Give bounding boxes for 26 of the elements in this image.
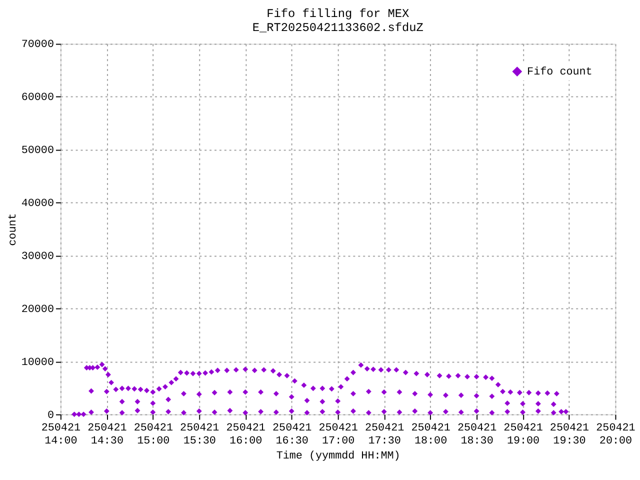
x-tick-label: 250421 17:00 xyxy=(318,422,358,448)
x-tick-label: 250421 14:00 xyxy=(41,422,81,448)
x-tick-label: 250421 16:30 xyxy=(272,422,312,448)
legend-label: Fifo count xyxy=(527,66,592,78)
y-tick-label: 70000 xyxy=(21,39,54,52)
y-tick-label: 20000 xyxy=(21,304,54,316)
x-tick-label: 250421 17:30 xyxy=(364,422,404,448)
x-tick-label: 250421 15:30 xyxy=(180,422,220,448)
y-tick-label: 50000 xyxy=(21,145,54,158)
y-tick-label: 30000 xyxy=(21,250,54,263)
chart-subtitle: E_RT20250421133602.sfduZ xyxy=(252,20,424,35)
y-tick-label: 40000 xyxy=(21,198,54,210)
x-tick-label: 250421 19:00 xyxy=(504,422,543,448)
x-tick-label: 250421 16:00 xyxy=(226,422,266,448)
y-tick-label: 10000 xyxy=(21,356,54,369)
x-tick-label: 250421 20:00 xyxy=(596,422,636,448)
chart-title: Fifo filling for MEX xyxy=(266,7,410,22)
y-tick-label: 60000 xyxy=(21,92,54,104)
y-axis-title: count xyxy=(7,213,20,246)
x-tick-label: 250421 14:30 xyxy=(88,422,127,448)
x-tick-label: 250421 18:30 xyxy=(457,422,497,448)
x-tick-label: 250421 18:00 xyxy=(411,422,450,448)
x-axis-title: Time (yymmdd HH:MM) xyxy=(276,450,400,462)
y-tick-label: 0 xyxy=(47,410,54,422)
x-tick-label: 250421 19:30 xyxy=(550,422,590,448)
x-tick-label: 250421 15:00 xyxy=(134,422,173,448)
